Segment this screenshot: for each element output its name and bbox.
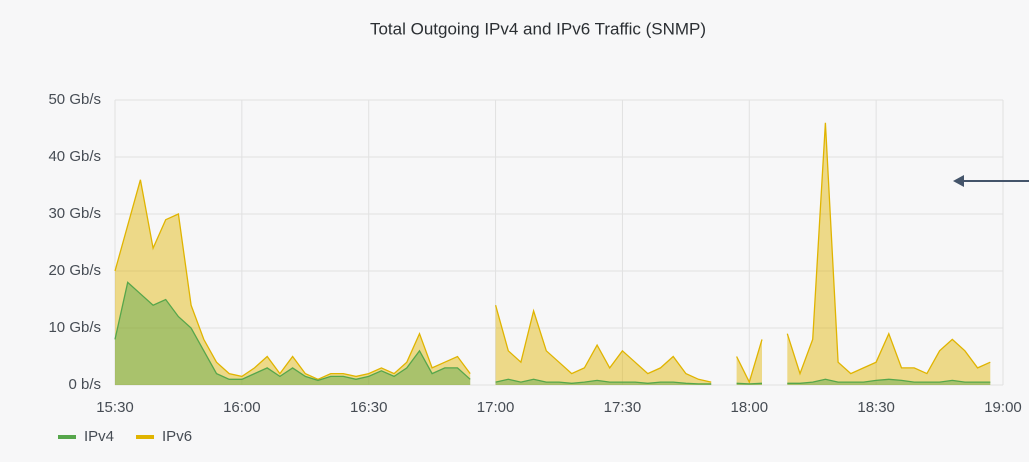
- series-line: [114, 281, 471, 382]
- annotation-arrowhead: [953, 175, 964, 187]
- series-area: [495, 305, 712, 385]
- legend: IPv4 IPv6: [58, 428, 192, 445]
- x-tick-label: 18:30: [857, 399, 895, 416]
- series-line: [786, 122, 991, 376]
- series-area: [115, 179, 471, 385]
- y-tick-label: 30 Gb/s: [48, 205, 101, 222]
- x-tick-label: 16:30: [350, 399, 388, 416]
- series-area: [495, 379, 712, 385]
- x-tick-label: 17:30: [604, 399, 642, 416]
- series-area: [736, 339, 762, 385]
- plot-areas: [114, 122, 991, 386]
- legend-label: IPv6: [162, 428, 192, 445]
- series-line: [787, 378, 991, 384]
- x-tick-label: 19:00: [984, 399, 1022, 416]
- x-tick-label: 18:00: [731, 399, 769, 416]
- x-tick-label: 16:00: [223, 399, 261, 416]
- x-tick-label: 17:00: [477, 399, 515, 416]
- series-line: [114, 179, 471, 381]
- y-tick-label: 20 Gb/s: [48, 262, 101, 279]
- series-area: [787, 379, 991, 385]
- legend-label: IPv4: [84, 428, 114, 445]
- series-line: [495, 378, 712, 385]
- chart-title: Total Outgoing IPv4 and IPv6 Traffic (SN…: [370, 19, 706, 38]
- series-line: [736, 339, 763, 384]
- series-line: [736, 382, 763, 385]
- axis-labels: 0 b/s 10 Gb/s 20 Gb/s 30 Gb/s 40 Gb/s 50 Gb/s…: [48, 91, 1021, 416]
- y-tick-label: 40 Gb/s: [48, 148, 101, 165]
- grid: [114, 99, 1004, 386]
- y-tick-label: 0 b/s: [68, 376, 101, 393]
- series-line: [494, 305, 712, 383]
- series-area: [115, 282, 471, 385]
- y-tick-label: 50 Gb/s: [48, 91, 101, 108]
- series-area: [787, 122, 991, 386]
- y-tick-label: 10 Gb/s: [48, 319, 101, 336]
- x-tick-label: 15:30: [96, 399, 134, 416]
